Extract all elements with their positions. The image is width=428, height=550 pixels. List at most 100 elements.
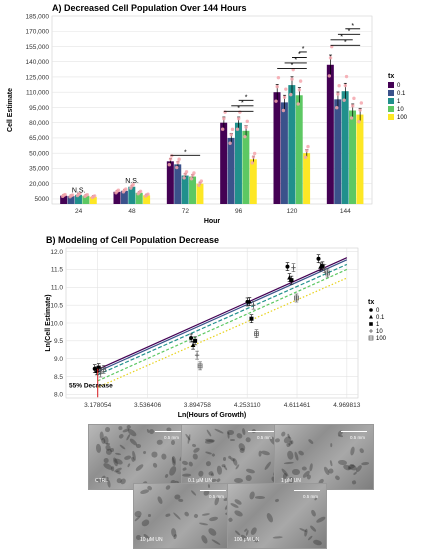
replicate-point bbox=[235, 127, 240, 131]
scatter-chart-panel: B) Modeling of Cell Population Decrease 8… bbox=[45, 235, 387, 419]
cell-texture bbox=[334, 474, 342, 481]
cell-texture bbox=[103, 457, 109, 463]
cell-texture bbox=[187, 460, 194, 468]
scale-label: 0.5 mm bbox=[163, 435, 179, 440]
cell-texture bbox=[182, 467, 188, 472]
significance-star: * bbox=[348, 28, 351, 35]
cell-texture bbox=[351, 480, 357, 485]
cell-texture bbox=[308, 437, 314, 444]
point-10 bbox=[194, 352, 200, 358]
replicate-point bbox=[228, 141, 232, 145]
y-tick-label: 9.5 bbox=[54, 338, 63, 345]
cell-texture bbox=[249, 526, 258, 536]
cell-texture bbox=[255, 495, 265, 499]
cell-texture bbox=[164, 512, 171, 518]
bar-144-1 bbox=[341, 91, 349, 204]
bar-120-0.1 bbox=[280, 102, 288, 204]
cell-texture bbox=[222, 456, 227, 461]
replicate-point bbox=[70, 193, 75, 197]
replicate-point bbox=[306, 144, 310, 149]
scale-label: 0.5 mm bbox=[256, 435, 272, 440]
cell-texture bbox=[142, 450, 147, 455]
point-1 bbox=[249, 316, 254, 321]
significance-star: * bbox=[241, 100, 244, 107]
replicate-point bbox=[281, 108, 286, 113]
replicate-point bbox=[251, 155, 256, 159]
significance-star: * bbox=[294, 57, 297, 64]
cell-texture bbox=[200, 534, 210, 545]
y-tick-label: 50,000 bbox=[29, 150, 49, 157]
micrograph-1: 0.5 mm 1 μM UN bbox=[274, 424, 374, 490]
cell-texture bbox=[216, 477, 221, 482]
cell-texture bbox=[244, 474, 252, 482]
cell-texture bbox=[114, 452, 122, 457]
scale-label: 0.5 mm bbox=[349, 435, 365, 440]
point-10 bbox=[251, 302, 256, 308]
cell-texture bbox=[197, 470, 204, 478]
legend-marker-1 bbox=[369, 322, 373, 326]
scale-bar bbox=[248, 431, 274, 432]
legend-swatch-100 bbox=[388, 114, 394, 120]
replicate-point bbox=[197, 183, 201, 188]
cell-texture bbox=[312, 538, 322, 546]
cell-texture bbox=[327, 467, 334, 474]
cell-texture bbox=[330, 443, 333, 448]
cell-texture bbox=[265, 512, 275, 524]
bar-96-0.1 bbox=[227, 137, 235, 204]
legend-marker-0.1 bbox=[369, 314, 373, 319]
y-tick-label: 12.0 bbox=[50, 249, 63, 256]
replicate-point bbox=[220, 127, 225, 131]
point-0 bbox=[92, 366, 97, 371]
legend-label-100: 100 bbox=[376, 336, 387, 342]
replicate-point bbox=[230, 127, 235, 132]
y-tick-label: 155,000 bbox=[26, 44, 50, 51]
bar-72-1 bbox=[181, 175, 189, 204]
micrograph-label: 100 μM UN bbox=[234, 537, 260, 543]
point-100 bbox=[325, 270, 330, 276]
chart-title: A) Decreased Cell Population Over 144 Ho… bbox=[52, 3, 247, 13]
cell-texture bbox=[182, 473, 192, 477]
legend-title: tx bbox=[368, 299, 374, 306]
replicate-point bbox=[296, 102, 300, 106]
micrograph-ctrl: 0.5 mm CTRL bbox=[88, 424, 188, 490]
replicate-point bbox=[63, 192, 67, 197]
cell-texture bbox=[190, 489, 197, 497]
x-tick-label: 4.611461 bbox=[284, 402, 311, 409]
point-1 bbox=[320, 263, 325, 268]
bar-144-0 bbox=[326, 64, 334, 204]
cell-texture bbox=[291, 440, 294, 445]
x-tick-label: 3.894758 bbox=[184, 402, 211, 409]
replicate-point bbox=[290, 77, 294, 81]
fit-line-0 bbox=[97, 257, 348, 370]
replicate-point bbox=[131, 182, 135, 187]
cell-texture bbox=[205, 429, 212, 438]
legend-swatch-1 bbox=[388, 98, 394, 104]
annotation-ns-48: N.S. bbox=[125, 178, 139, 185]
legend-label-0.1: 0.1 bbox=[376, 315, 385, 321]
significance-star: * bbox=[184, 150, 187, 157]
cell-texture bbox=[244, 435, 252, 443]
cell-texture bbox=[338, 434, 344, 439]
bar-96-1 bbox=[234, 122, 242, 204]
y-tick-label: 35,000 bbox=[29, 166, 49, 173]
y-tick-label: 125,000 bbox=[26, 74, 50, 81]
legend-label-0.1: 0.1 bbox=[397, 91, 406, 97]
bar-96-0 bbox=[220, 122, 228, 204]
legend-label-1: 1 bbox=[397, 99, 401, 105]
point-1 bbox=[193, 338, 198, 343]
point-100 bbox=[294, 295, 299, 301]
bar-48-1 bbox=[128, 186, 136, 204]
replicate-point bbox=[192, 171, 196, 175]
cell-texture bbox=[201, 511, 210, 516]
bar-48-100 bbox=[143, 195, 151, 204]
cell-texture bbox=[297, 449, 306, 457]
cell-texture bbox=[164, 484, 172, 491]
bar-24-10 bbox=[82, 195, 90, 204]
point-0 bbox=[285, 264, 290, 269]
scale-bar bbox=[341, 431, 367, 432]
cell-texture bbox=[211, 453, 216, 458]
cell-texture bbox=[337, 458, 348, 466]
cell-texture bbox=[155, 495, 163, 505]
cell-texture bbox=[123, 455, 132, 462]
cell-texture bbox=[118, 443, 126, 450]
